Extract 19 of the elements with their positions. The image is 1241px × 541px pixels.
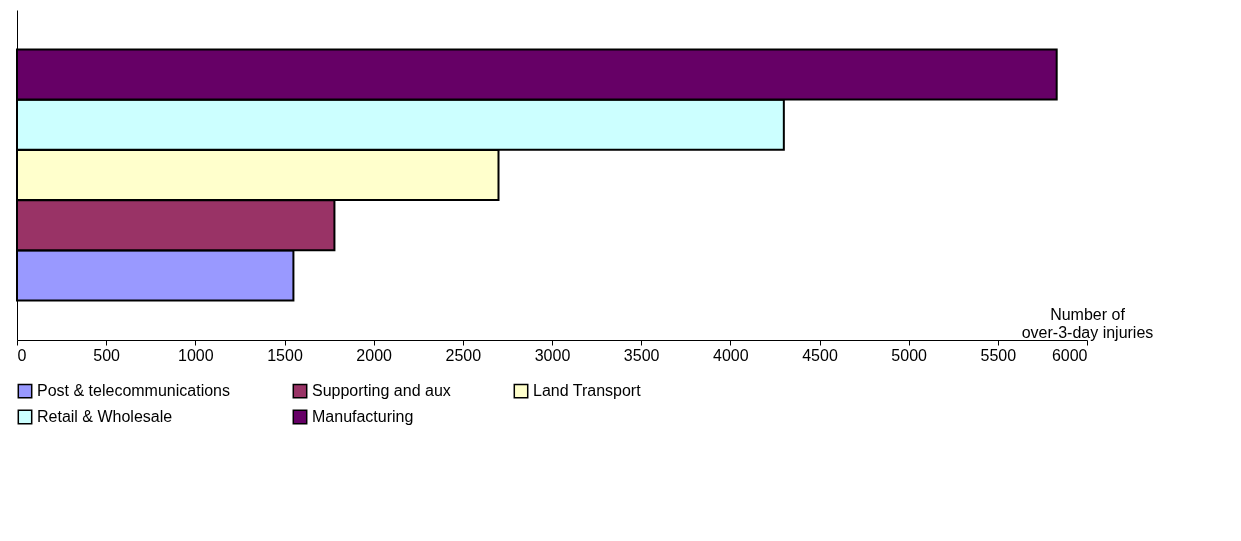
- x-tick-label: 2500: [445, 346, 482, 364]
- x-tick-label: 4500: [802, 346, 838, 364]
- legend-label: Supporting and aux: [312, 382, 451, 400]
- legend-label: Post & telecommunications: [37, 382, 230, 400]
- x-tick-label: 500: [93, 346, 121, 364]
- x-tick-label: 0: [17, 346, 27, 364]
- x-tick-label: 6000: [1051, 346, 1088, 364]
- x-axis-title: Number of over-3-day injuries: [1021, 305, 1154, 341]
- x-tick-label: 1000: [178, 346, 214, 364]
- x-tick-label: 5500: [980, 346, 1017, 364]
- legend-label: Land Transport: [533, 382, 642, 400]
- x-tick-label: 3500: [623, 346, 660, 364]
- x-tick-label: 5000: [891, 346, 928, 364]
- x-tick-label: 1500: [267, 346, 303, 364]
- x-tick-label: 3000: [534, 346, 571, 364]
- x-tick-label: 4000: [713, 346, 749, 364]
- x-tick-label: 2000: [356, 346, 393, 364]
- legend-label: Manufacturing: [312, 408, 414, 425]
- legend-label: Retail & Wholesale: [37, 408, 173, 425]
